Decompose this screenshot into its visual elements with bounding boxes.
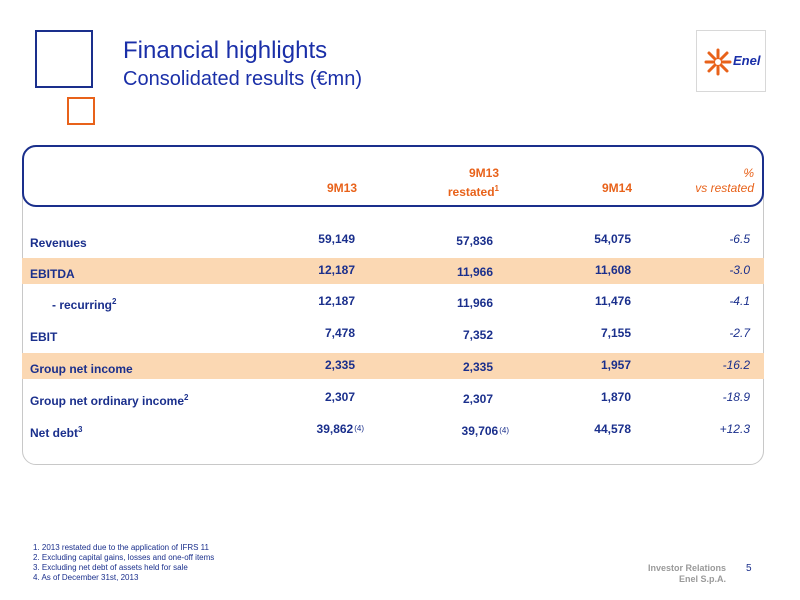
cell-9m13-restated: 39,706(4) <box>461 424 509 438</box>
enel-logo: Enel <box>696 30 766 92</box>
column-header-9m13-restated: 9M13 restated1 <box>447 166 499 199</box>
cell-9m14: 44,578 <box>594 422 631 436</box>
decorative-orange-square <box>67 97 95 125</box>
cell-pct-change: +12.3 <box>719 422 750 436</box>
table-row: Group net income 2,335 2,335 1,957 -16.2 <box>22 353 764 379</box>
cell-pct-change: -3.0 <box>729 263 750 277</box>
cell-9m13: 12,187 <box>318 263 355 277</box>
footnote: 2. Excluding capital gains, losses and o… <box>33 553 215 562</box>
footnotes: 1. 2013 restated due to the application … <box>33 543 214 583</box>
enel-flame-icon <box>704 48 732 76</box>
table-row: Revenues 59,149 57,836 54,075 -6.5 <box>22 227 764 253</box>
cell-9m14: 11,476 <box>594 294 631 308</box>
table-row: - recurring2 12,187 11,966 11,476 -4.1 <box>22 289 764 315</box>
cell-pct-change: -6.5 <box>729 232 750 246</box>
cell-9m13-restated: 2,335 <box>462 360 493 374</box>
cell-9m14: 7,155 <box>600 326 631 340</box>
cell-9m13: 59,149 <box>318 232 355 246</box>
column-header-9m14: 9M14 <box>601 181 632 195</box>
page-title: Financial highlights <box>123 37 328 64</box>
row-label: EBITDA <box>30 267 75 281</box>
cell-9m13: 2,307 <box>324 390 355 404</box>
cell-pct-change: -18.9 <box>722 390 750 404</box>
column-header-pct-vs-restated: % vs restated <box>695 166 754 195</box>
row-label: Revenues <box>30 236 87 250</box>
decorative-blue-square <box>35 30 93 88</box>
cell-9m13-restated: 7,352 <box>462 328 493 342</box>
table-header-band <box>22 145 764 207</box>
logo-text: Enel <box>733 53 761 68</box>
cell-9m14: 1,957 <box>600 358 631 372</box>
row-label: Group net income <box>30 362 133 376</box>
column-header-9m13: 9M13 <box>326 181 357 195</box>
row-label: Group net ordinary income2 <box>30 393 189 408</box>
table-row: Group net ordinary income2 2,307 2,307 1… <box>22 385 764 411</box>
cell-9m14: 11,608 <box>594 263 631 277</box>
row-label: - recurring2 <box>52 297 117 312</box>
cell-9m13: 39,862(4) <box>316 422 364 436</box>
cell-9m13: 2,335 <box>324 358 355 372</box>
cell-9m14: 54,075 <box>594 232 631 246</box>
cell-9m13: 7,478 <box>324 326 355 340</box>
cell-9m13-restated: 57,836 <box>456 234 493 248</box>
cell-9m13-restated: 11,966 <box>456 265 493 279</box>
footnote: 4. As of December 31st, 2013 <box>33 573 139 582</box>
cell-9m13-restated: 2,307 <box>462 392 493 406</box>
table-row: Net debt3 39,862(4) 39,706(4) 44,578 +12… <box>22 417 764 443</box>
cell-pct-change: -4.1 <box>729 294 750 308</box>
cell-9m13-restated: 11,966 <box>456 296 493 310</box>
footnote: 1. 2013 restated due to the application … <box>33 543 209 552</box>
cell-pct-change: -2.7 <box>729 326 750 340</box>
cell-9m13: 12,187 <box>318 294 355 308</box>
row-label: EBIT <box>30 330 58 344</box>
footnote: 3. Excluding net debt of assets held for… <box>33 563 188 572</box>
footer-company-info: Investor Relations Enel S.p.A. <box>647 563 726 584</box>
row-label: Net debt3 <box>30 425 83 440</box>
cell-pct-change: -16.2 <box>722 358 750 372</box>
table-row: EBIT 7,478 7,352 7,155 -2.7 <box>22 321 764 347</box>
table-row: EBITDA 12,187 11,966 11,608 -3.0 <box>22 258 764 284</box>
page-subtitle: Consolidated results (€mn) <box>123 68 362 90</box>
page-number: 5 <box>746 563 752 574</box>
cell-9m14: 1,870 <box>600 390 631 404</box>
